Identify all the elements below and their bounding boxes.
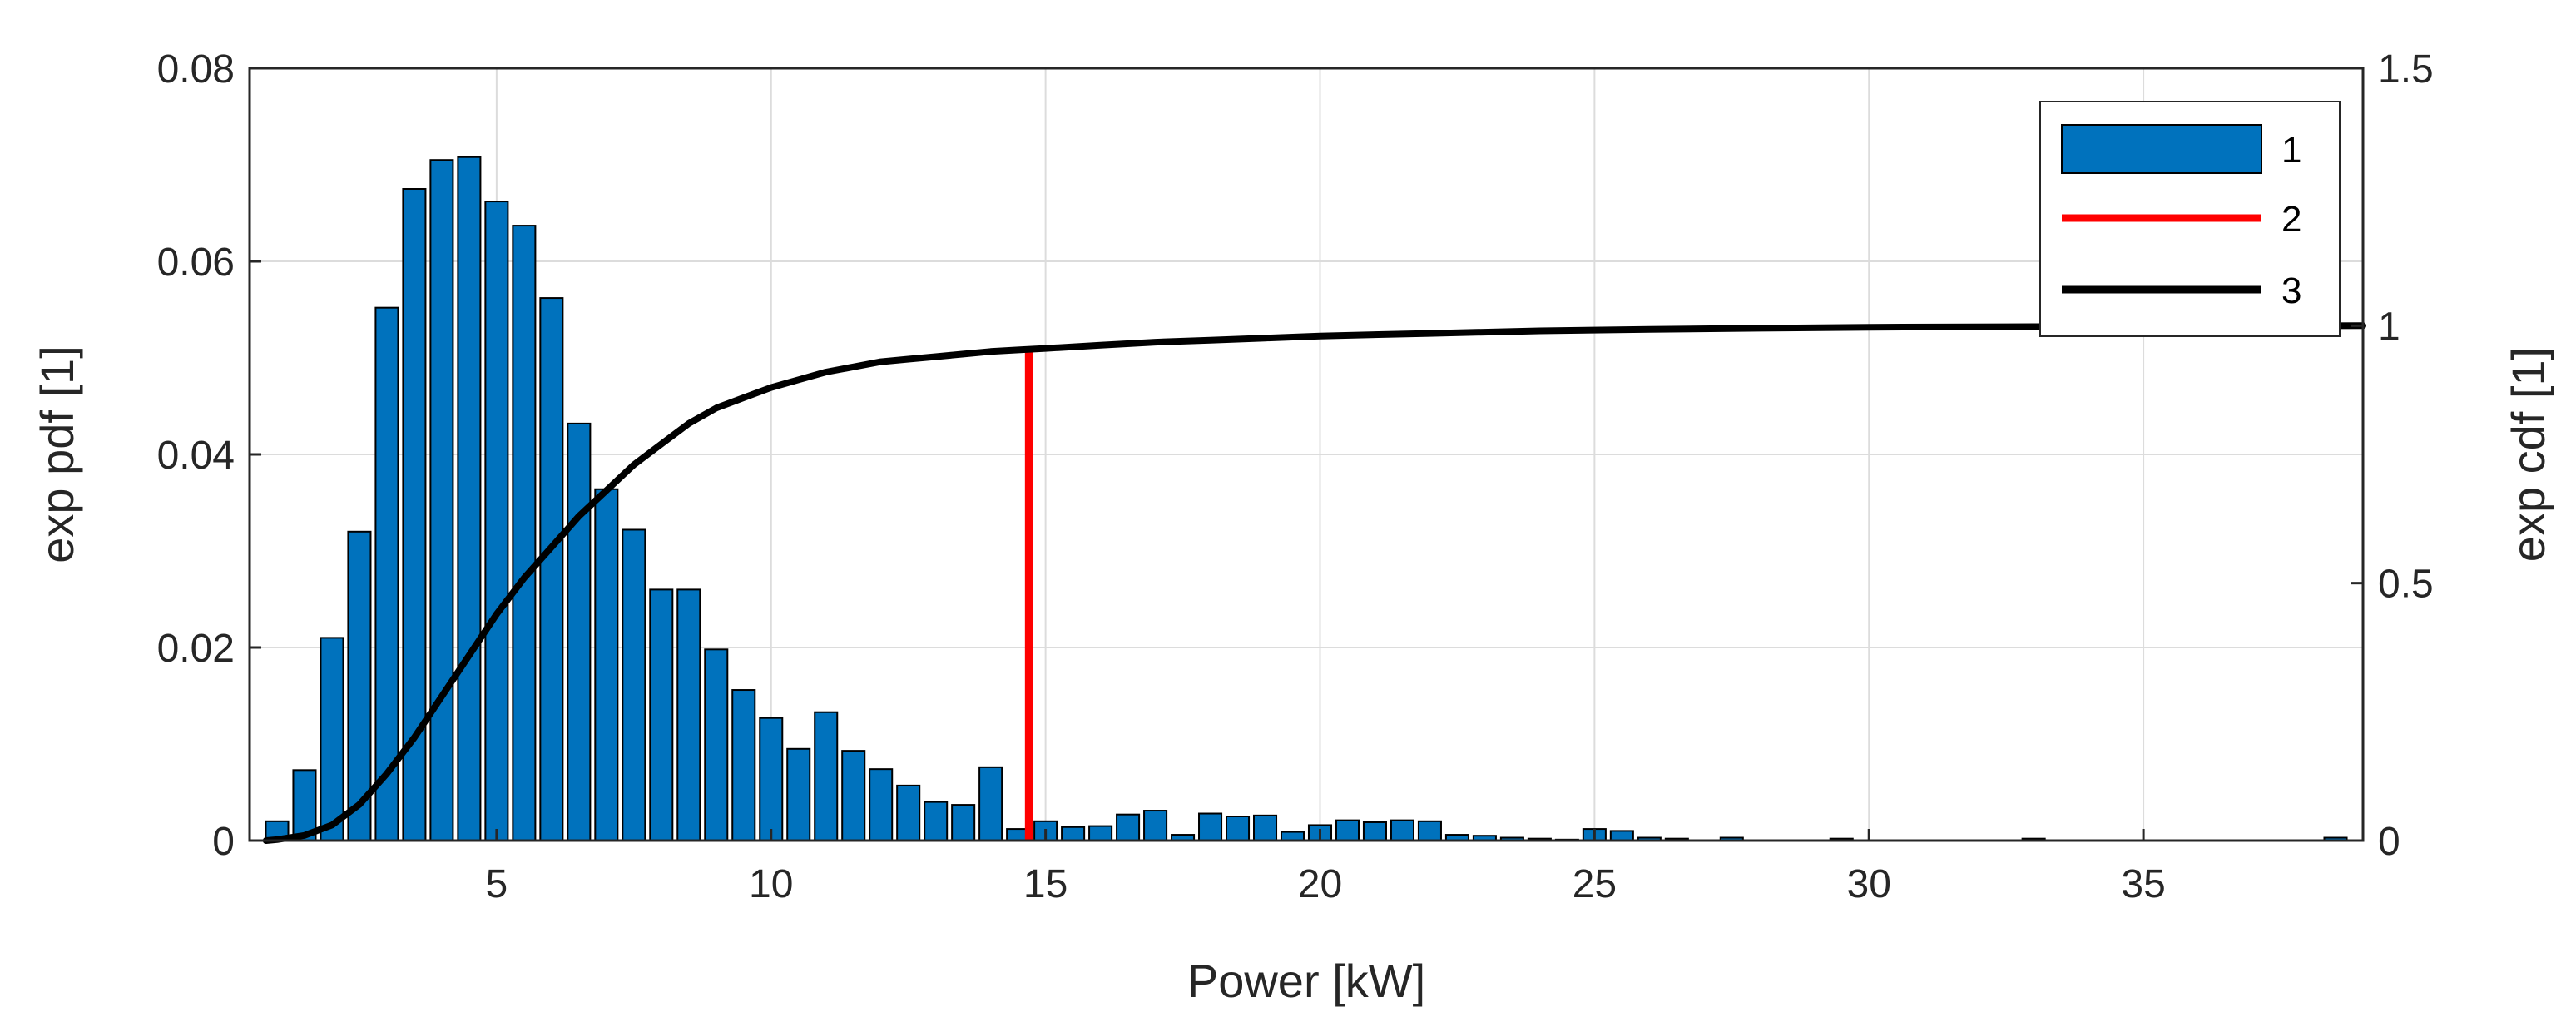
- histogram-bar: [484, 201, 509, 841]
- histogram-bar: [951, 804, 976, 842]
- histogram-bar: [841, 750, 866, 841]
- histogram-bar: [814, 711, 839, 841]
- histogram-bar: [1226, 816, 1251, 841]
- histogram-bar: [1390, 819, 1414, 842]
- x-tick-label: 30: [1847, 862, 1891, 906]
- series-lines: [262, 322, 2366, 844]
- histogram-bar: [1609, 830, 1634, 842]
- histogram-bar: [1280, 831, 1305, 841]
- y-right-tick-label: 1: [2378, 305, 2400, 349]
- x-tick-label: 15: [1023, 862, 1068, 906]
- histogram-bar: [1061, 826, 1086, 842]
- histogram-bar: [539, 297, 564, 841]
- y-left-tick-label: 0.06: [157, 241, 235, 285]
- histogram-bars: [265, 156, 2348, 842]
- x-tick-label: 25: [1573, 862, 1617, 906]
- histogram-bar: [896, 784, 921, 842]
- histogram-bar: [512, 225, 537, 841]
- x-tick-label: 20: [1298, 862, 1342, 906]
- histogram-bar: [924, 801, 949, 841]
- y-left-tick-label: 0: [212, 820, 235, 864]
- histogram-bar: [1198, 812, 1223, 842]
- legend-label-series-1: 1: [2281, 130, 2301, 171]
- histogram-bar: [869, 768, 894, 841]
- histogram-bar: [1335, 819, 1360, 842]
- histogram-bar: [622, 528, 646, 841]
- histogram-bar: [374, 306, 399, 841]
- histogram-bar: [649, 588, 674, 842]
- histogram-bar: [786, 747, 811, 841]
- histogram-bar: [676, 588, 701, 842]
- histogram-bar: [1252, 814, 1278, 842]
- y-right-tick-label: 0.5: [2378, 563, 2434, 607]
- y-axis-left-label: exp pdf [1]: [31, 345, 83, 563]
- y-right-tick-label: 1.5: [2378, 47, 2434, 92]
- histogram-bar: [320, 637, 344, 842]
- x-axis-label: Power [kW]: [1187, 955, 1425, 1007]
- ticks: [250, 67, 2363, 842]
- x-tick-label: 10: [749, 862, 793, 906]
- histogram-bar: [429, 159, 454, 841]
- legend-label-series-2: 2: [2281, 199, 2301, 240]
- x-tick-label: 35: [2121, 862, 2165, 906]
- histogram-bar: [704, 648, 729, 841]
- histogram-bar: [594, 488, 619, 841]
- x-tick-label: 5: [486, 862, 508, 906]
- histogram-bar: [731, 689, 756, 841]
- legend: 1 2 3: [2039, 101, 2341, 337]
- y-axis-right-label: exp cdf [1]: [2502, 347, 2554, 562]
- y-left-tick-label: 0.08: [157, 47, 235, 92]
- histogram-bar: [1362, 821, 1387, 842]
- y-left-tick-label: 0.04: [157, 434, 235, 478]
- cdf-line: [262, 322, 2366, 844]
- legend-label-series-3: 3: [2281, 270, 2301, 311]
- histogram-bar: [457, 156, 482, 842]
- legend-swatch-series-1: [2061, 124, 2262, 174]
- histogram-bar: [1116, 813, 1141, 841]
- y-left-tick-label: 0.02: [157, 627, 235, 671]
- histogram-bar: [759, 717, 784, 841]
- histogram-bar: [978, 766, 1003, 842]
- histogram-bar: [1143, 810, 1168, 841]
- tick-labels: 5 10 15 20 25 30 35 0 0.02 0.04 0.06 0.08 0 0.5 1 1.5: [157, 47, 2434, 906]
- histogram-bar: [1088, 825, 1113, 841]
- y-right-tick-label: 0: [2378, 820, 2400, 864]
- histogram-bar: [1417, 820, 1442, 841]
- histogram-bar: [567, 422, 592, 841]
